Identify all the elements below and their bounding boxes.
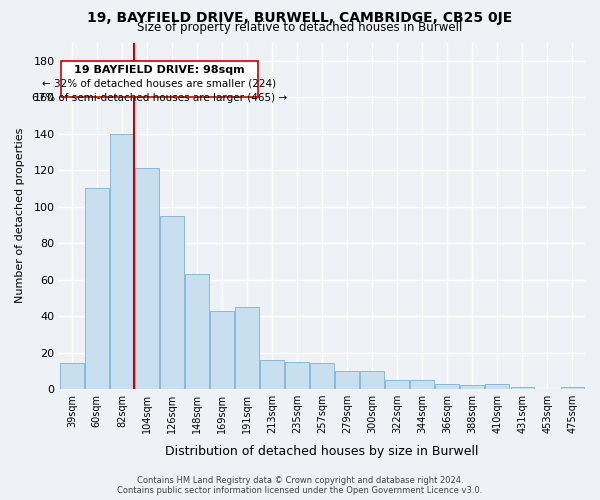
Bar <box>560 387 584 389</box>
Bar <box>485 384 509 389</box>
Bar <box>60 364 84 389</box>
Bar <box>361 371 384 389</box>
Y-axis label: Number of detached properties: Number of detached properties <box>15 128 25 304</box>
Bar <box>235 307 259 389</box>
Text: 67% of semi-detached houses are larger (465) →: 67% of semi-detached houses are larger (… <box>32 92 287 102</box>
Bar <box>335 371 359 389</box>
Bar <box>511 387 535 389</box>
Text: ← 32% of detached houses are smaller (224): ← 32% of detached houses are smaller (22… <box>43 78 277 88</box>
Bar <box>436 384 459 389</box>
Bar <box>135 168 159 389</box>
Bar <box>385 380 409 389</box>
Bar <box>110 134 134 389</box>
Text: 19 BAYFIELD DRIVE: 98sqm: 19 BAYFIELD DRIVE: 98sqm <box>74 64 245 74</box>
Text: Size of property relative to detached houses in Burwell: Size of property relative to detached ho… <box>137 22 463 35</box>
Bar <box>410 380 434 389</box>
Text: Contains HM Land Registry data © Crown copyright and database right 2024.: Contains HM Land Registry data © Crown c… <box>137 476 463 485</box>
Bar <box>460 386 484 389</box>
Text: Contains public sector information licensed under the Open Government Licence v3: Contains public sector information licen… <box>118 486 482 495</box>
Text: 19, BAYFIELD DRIVE, BURWELL, CAMBRIDGE, CB25 0JE: 19, BAYFIELD DRIVE, BURWELL, CAMBRIDGE, … <box>88 11 512 25</box>
Bar <box>260 360 284 389</box>
Bar <box>210 310 234 389</box>
Bar <box>85 188 109 389</box>
Bar <box>160 216 184 389</box>
X-axis label: Distribution of detached houses by size in Burwell: Distribution of detached houses by size … <box>166 444 479 458</box>
Bar <box>285 362 309 389</box>
Bar <box>185 274 209 389</box>
Bar <box>310 364 334 389</box>
